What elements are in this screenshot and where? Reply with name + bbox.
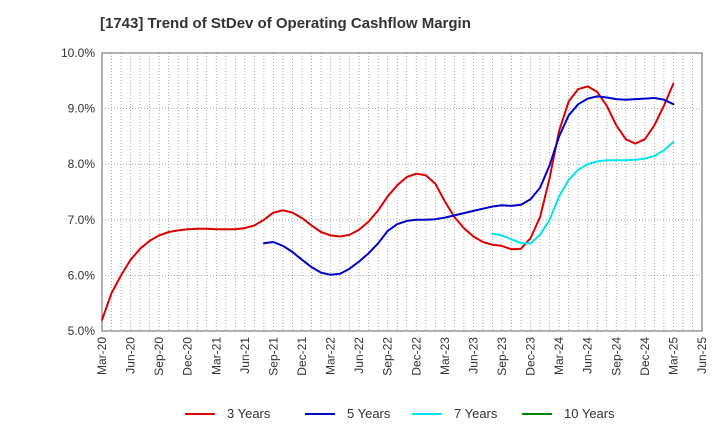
series-line-5-years [262,95,675,276]
legend-item: 5 Years [305,406,390,421]
y-tick-label: 9.0% [68,102,96,116]
y-tick-label: 8.0% [68,157,96,171]
x-tick-label: Dec-20 [181,337,195,376]
x-tick-label: Sep-23 [495,337,509,376]
x-tick-label: Sep-24 [609,337,623,376]
legend-label: 7 Years [454,406,498,421]
y-tick-label: 6.0% [68,268,96,282]
x-tick-label: Jun-21 [238,337,252,374]
x-tick-label: Dec-21 [295,337,309,376]
legend-label: 10 Years [564,406,615,421]
x-tick-label: Sep-20 [152,337,166,376]
legend-swatch [185,412,215,415]
plot-border [101,52,703,332]
x-tick-label: Mar-22 [324,337,338,375]
y-tick-label: 7.0% [68,213,96,227]
x-tick-label: Dec-22 [409,337,423,376]
legend-item: 3 Years [185,406,270,421]
x-tick-label: Jun-25 [695,337,709,374]
legend-label: 5 Years [347,406,391,421]
legend-label: 3 Years [227,406,271,421]
chart-legend: 3 Years 5 Years 7 Years 10 Years [0,406,720,426]
chart-title: [1743] Trend of StDev of Operating Cashf… [100,15,471,32]
x-tick-label: Mar-25 [666,337,680,375]
x-tick-label: Mar-21 [209,337,223,375]
legend-swatch [412,412,442,415]
x-tick-label: Sep-21 [266,337,280,376]
x-tick-label: Sep-22 [381,337,395,376]
x-tick-label: Mar-24 [552,337,566,375]
plot-area [102,53,702,331]
legend-item: 10 Years [522,406,615,421]
y-tick-label: 10.0% [61,46,95,60]
legend-item: 7 Years [412,406,497,421]
x-tick-label: Dec-24 [638,337,652,376]
series-line-3-years [101,82,675,321]
x-tick-label: Jun-23 [466,337,480,374]
legend-swatch [522,412,552,415]
x-tick-label: Mar-20 [95,337,109,375]
x-tick-label: Jun-22 [352,337,366,374]
y-tick-label: 5.0% [68,324,96,338]
series-line-7-years [491,141,675,245]
x-tick-label: Mar-23 [438,337,452,375]
x-tick-label: Jun-24 [581,337,595,374]
x-tick-label: Dec-23 [524,337,538,376]
x-tick-label: Jun-20 [124,337,138,374]
legend-swatch [305,412,335,415]
